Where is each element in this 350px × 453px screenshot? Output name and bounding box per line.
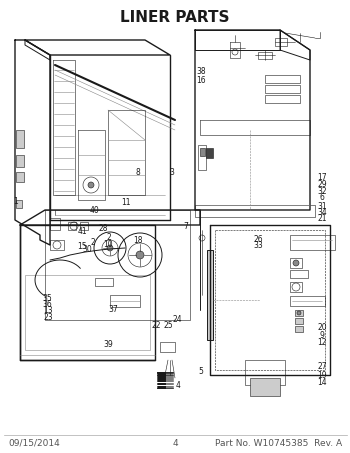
- Bar: [16, 200, 22, 208]
- Text: 12: 12: [317, 338, 327, 347]
- Text: 24: 24: [173, 315, 183, 324]
- Bar: [16, 155, 24, 167]
- Text: 11: 11: [121, 198, 131, 207]
- Bar: [160, 342, 175, 352]
- Text: 16: 16: [196, 76, 206, 85]
- Bar: [95, 278, 113, 286]
- Text: 8: 8: [136, 168, 141, 177]
- Bar: [290, 235, 335, 250]
- Text: 30: 30: [82, 245, 92, 254]
- Text: 31: 31: [317, 202, 327, 211]
- Text: 6: 6: [320, 193, 324, 202]
- Circle shape: [107, 245, 113, 251]
- Bar: [195, 205, 315, 217]
- Text: 10: 10: [103, 240, 113, 249]
- Bar: [290, 258, 302, 268]
- Circle shape: [297, 311, 301, 315]
- Text: 7: 7: [183, 222, 188, 231]
- Bar: [80, 222, 88, 230]
- Circle shape: [293, 260, 299, 266]
- Bar: [295, 318, 303, 324]
- Text: 19: 19: [317, 371, 327, 380]
- Text: 36: 36: [42, 300, 52, 309]
- Text: 37: 37: [109, 305, 119, 314]
- Circle shape: [88, 182, 94, 188]
- Text: 29: 29: [317, 180, 327, 189]
- Bar: [206, 148, 213, 158]
- Bar: [68, 222, 76, 230]
- Text: 13: 13: [43, 306, 53, 315]
- Bar: [290, 296, 325, 306]
- Text: 4: 4: [176, 381, 181, 390]
- Bar: [110, 295, 140, 307]
- Bar: [258, 52, 272, 59]
- Bar: [50, 218, 60, 230]
- Bar: [290, 282, 302, 292]
- Bar: [200, 148, 205, 156]
- Text: 34: 34: [317, 207, 327, 217]
- Text: 23: 23: [43, 313, 53, 322]
- Text: 22: 22: [151, 321, 161, 330]
- Bar: [265, 75, 300, 83]
- Text: 35: 35: [42, 294, 52, 304]
- Bar: [295, 310, 303, 316]
- Text: 38: 38: [196, 67, 206, 76]
- Text: 2: 2: [90, 238, 95, 247]
- Text: 15: 15: [77, 242, 87, 251]
- Text: 41: 41: [77, 227, 87, 236]
- Text: 14: 14: [317, 378, 327, 387]
- Text: 32: 32: [317, 187, 327, 196]
- Bar: [245, 360, 285, 385]
- Text: Part No. W10745385  Rev. A: Part No. W10745385 Rev. A: [215, 439, 342, 448]
- Text: 5: 5: [199, 367, 204, 376]
- Bar: [250, 378, 280, 396]
- Circle shape: [136, 251, 144, 259]
- Bar: [50, 240, 64, 250]
- Bar: [16, 172, 24, 182]
- Text: 9: 9: [320, 331, 324, 340]
- Bar: [275, 38, 287, 46]
- Text: 33: 33: [253, 241, 263, 250]
- Text: 1: 1: [13, 197, 18, 206]
- Text: 39: 39: [103, 340, 113, 349]
- Text: 25: 25: [164, 321, 174, 330]
- Text: 40: 40: [90, 206, 99, 215]
- Bar: [290, 270, 308, 278]
- Bar: [16, 130, 24, 148]
- Text: 2: 2: [106, 233, 111, 242]
- Text: 17: 17: [317, 173, 327, 182]
- Bar: [265, 85, 300, 93]
- Text: 26: 26: [253, 235, 263, 244]
- Text: 28: 28: [98, 224, 108, 233]
- Bar: [198, 145, 206, 170]
- Text: 21: 21: [317, 214, 327, 223]
- Bar: [207, 250, 213, 340]
- Text: 27: 27: [317, 362, 327, 371]
- Text: 4: 4: [172, 439, 178, 448]
- Bar: [25, 275, 150, 350]
- Text: 20: 20: [317, 323, 327, 332]
- Text: 18: 18: [133, 236, 143, 245]
- Bar: [295, 326, 303, 332]
- Bar: [265, 95, 300, 103]
- Text: 09/15/2014: 09/15/2014: [8, 439, 60, 448]
- Text: LINER PARTS: LINER PARTS: [120, 10, 230, 25]
- Text: 3: 3: [169, 168, 174, 177]
